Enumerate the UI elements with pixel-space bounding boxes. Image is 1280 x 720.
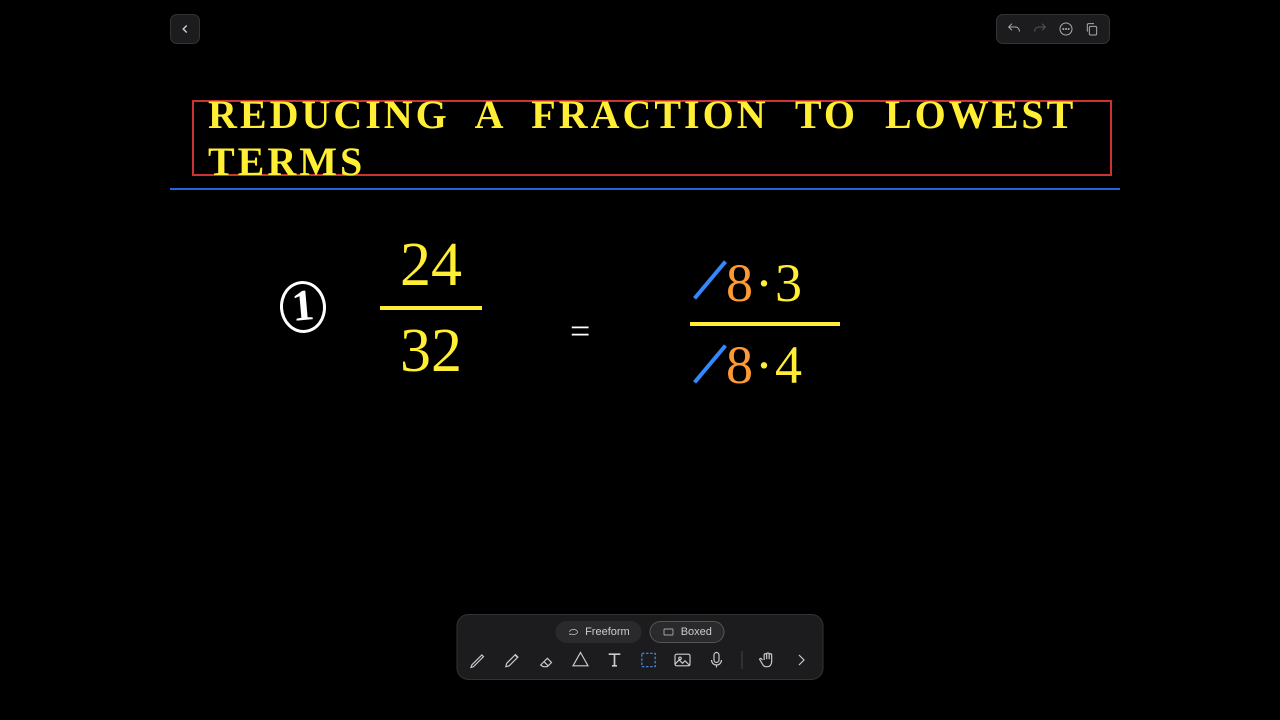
select-tool[interactable] [638,649,660,671]
pen-icon [469,650,489,670]
strike-den-8 [693,344,727,383]
freeform-label: Freeform [585,626,630,638]
numerator-factored: 8·3 [690,250,840,316]
chevron-right-icon [792,650,812,670]
marker-icon [503,650,523,670]
fraction-original: 24 32 [380,230,482,386]
dot-num: · [755,253,775,313]
arrow-left-icon [178,22,192,36]
tool-row [468,649,813,671]
eraser-icon [537,650,557,670]
right-toolbar-group [996,14,1110,44]
image-tool[interactable] [672,649,694,671]
copy-button[interactable] [1079,16,1105,42]
bottom-toolbar: Freeform Boxed [457,614,824,680]
denominator-32: 32 [380,316,482,386]
more-button[interactable] [1053,16,1079,42]
denominator-factored: 8·4 [690,332,840,398]
mic-tool[interactable] [706,649,728,671]
more-tools[interactable] [791,649,813,671]
title-underline [170,188,1120,190]
fraction-bar-1 [380,306,482,310]
redo-button[interactable] [1027,16,1053,42]
boxed-label: Boxed [681,626,712,638]
factor-3: 3 [775,253,804,313]
dot-den: · [755,335,775,395]
factor-4: 4 [775,335,804,395]
fraction-bar-2 [690,322,840,326]
title-text: REDUCING A FRACTION TO LOWEST TERMS [208,91,1110,185]
lasso-icon [567,627,579,637]
mic-icon [707,650,727,670]
copy-icon [1084,21,1100,37]
image-icon [673,650,693,670]
problem-number: 1 [280,280,326,333]
fraction-factored: 8·3 8·4 [690,250,840,398]
undo-icon [1006,21,1022,37]
factor-8-den: 8 [726,335,755,395]
box-icon [663,627,675,637]
back-button[interactable] [170,14,200,44]
hand-icon [758,650,778,670]
hand-tool[interactable] [757,649,779,671]
title-box: REDUCING A FRACTION TO LOWEST TERMS [192,100,1112,176]
freeform-mode[interactable]: Freeform [555,621,642,643]
more-icon [1058,21,1074,37]
tool-divider [742,651,743,669]
shape-icon [571,650,591,670]
numerator-24: 24 [380,230,482,300]
boxed-mode[interactable]: Boxed [650,621,725,643]
eraser-tool[interactable] [536,649,558,671]
undo-button[interactable] [1001,16,1027,42]
problem-area: 1 24 32 = 8·3 8·4 [270,220,1070,420]
pen-tool[interactable] [468,649,490,671]
text-icon [605,650,625,670]
text-tool[interactable] [604,649,626,671]
selection-modes: Freeform Boxed [555,621,725,643]
equals-sign: = [570,310,590,352]
shape-tool[interactable] [570,649,592,671]
strike-num-8 [693,260,727,299]
redo-icon [1032,21,1048,37]
select-icon [639,650,659,670]
marker-tool[interactable] [502,649,524,671]
factor-8-num: 8 [726,253,755,313]
top-toolbar [0,14,1280,44]
